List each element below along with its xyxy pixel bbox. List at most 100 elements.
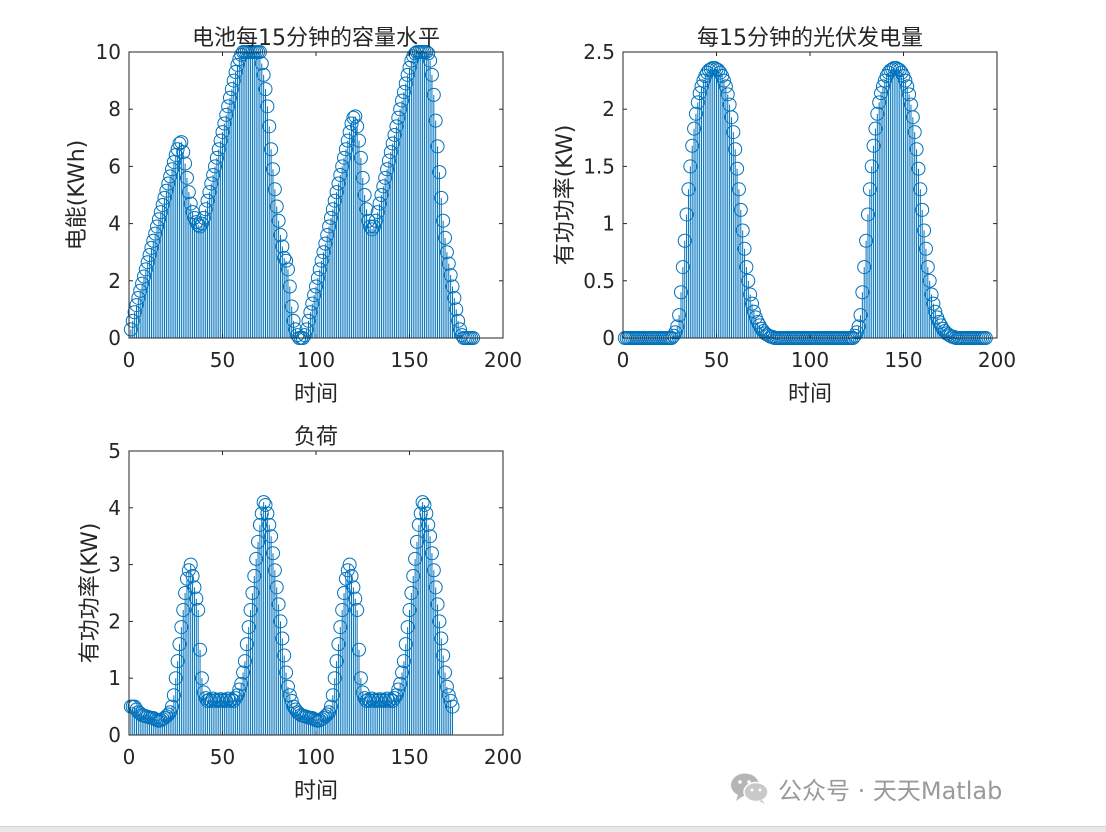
stem-marker [284,693,299,708]
stem-marker [868,121,883,136]
stem-marker [926,296,941,311]
stem-marker [380,162,395,177]
stem-marker [898,73,913,88]
stem-marker [224,82,239,97]
stem-marker [346,580,361,595]
stem-marker [333,167,348,182]
stem-marker [391,110,406,125]
stem-marker [254,56,269,71]
stem-marker [237,654,252,669]
stem-marker [875,79,890,94]
stem-marker [286,313,301,328]
stem-series [123,45,481,345]
stem-marker [436,213,451,228]
stem-marker [716,73,731,88]
stem-marker [374,188,389,202]
stem-marker [236,665,251,680]
stem-marker [368,213,383,228]
stem-marker [258,82,273,97]
stem-marker [264,529,279,544]
stem-marker [376,179,391,194]
stem-marker [256,67,271,82]
stem-series [123,495,460,735]
x-axis-label: 时间 [788,382,832,407]
stem-marker [445,279,460,294]
stem-marker [372,196,387,211]
stem-marker [335,603,350,618]
stem-marker [215,125,230,140]
stem-marker [135,276,150,291]
stem-marker [185,568,200,583]
stem-marker [277,648,292,663]
stem-marker [404,586,419,600]
x-tick-label: 100 [791,348,829,372]
stem-marker [687,121,702,136]
stem-marker [411,517,426,532]
stem-marker [889,61,904,76]
stem-marker [866,138,881,153]
stem-marker [423,53,438,68]
stem-marker [681,182,696,197]
stem-marker [737,241,752,256]
stem-marker [353,150,368,165]
y-tick-label: 4 [108,212,121,236]
stem-marker [176,145,191,160]
stem-marker [144,240,159,255]
stem-marker [331,637,346,652]
stem-marker [733,202,748,217]
stem-marker [870,106,885,121]
stem-marker [140,255,155,270]
stem-marker [146,233,161,248]
stem-marker [260,99,275,114]
stem-marker [428,113,443,128]
stem-marker [303,305,318,320]
stem-marker [445,699,460,714]
stem-marker [262,517,277,532]
stem-marker [436,648,451,663]
stem-marker [741,273,756,288]
stem-marker [194,216,209,231]
stem-marker [724,110,739,125]
wechat-icon [731,773,769,804]
stem-marker [352,642,367,657]
stem-marker [194,671,209,686]
stem-marker [275,631,290,646]
stem-marker [905,110,920,125]
stem-marker [254,506,269,521]
stem-marker [123,322,138,337]
y-tick-label: 1 [108,666,121,690]
x-tick-label: 50 [704,348,729,372]
stem-marker [370,205,385,220]
stem-marker [331,176,346,191]
stem-marker [165,162,180,177]
y-axis-label: 电能(KWh) [65,140,90,251]
stem-marker [163,705,178,720]
y-tick-label: 0 [108,326,121,350]
stem-marker [396,85,411,100]
stem-marker [230,57,245,72]
stem-marker [297,328,312,343]
stem-marker [273,228,288,243]
y-axis-label: 有功功率(KW) [78,523,103,664]
stem-marker [309,279,323,294]
stem-marker [726,125,741,140]
stem-marker [172,637,187,652]
stem-marker [913,182,928,197]
x-tick-label: 200 [484,348,522,372]
stem-marker [359,202,374,217]
stem-marker [387,127,402,142]
stem-marker [258,497,273,512]
stem-marker [395,93,410,108]
stem-marker [378,170,393,185]
stem-marker [746,304,761,319]
stem-marker [692,86,707,101]
stem-marker [157,190,172,205]
stem-marker [299,322,314,337]
stem-marker [398,637,413,652]
stem-marker [857,260,872,275]
stem-marker [219,693,234,708]
stem-marker [340,133,355,148]
stem-marker [668,325,683,340]
stem-marker [159,183,174,198]
